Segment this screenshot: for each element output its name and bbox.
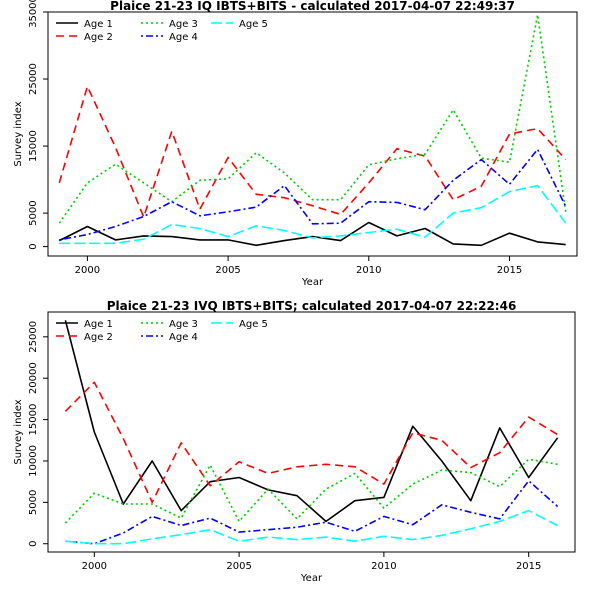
y-tick-label: 15000 — [28, 404, 39, 436]
x-tick-label: 2005 — [226, 561, 251, 572]
series-line-age-5 — [65, 509, 558, 545]
legend-label: Age 4 — [169, 332, 198, 343]
series-line-age-3 — [64, 458, 558, 524]
x-tick-label: 2010 — [371, 561, 396, 572]
chart-title: Plaice 21-23 IQ IBTS+BITS - calculated 2… — [110, 0, 515, 13]
x-tick-label: 2015 — [497, 265, 522, 276]
series-line-age-2 — [58, 85, 567, 218]
y-tick-label: 5000 — [28, 200, 39, 225]
series-line-age-5 — [59, 184, 567, 245]
y-tick-label: 15000 — [28, 130, 39, 162]
legend-label: Age 4 — [169, 32, 198, 43]
legend-label: Age 1 — [84, 19, 113, 30]
y-tick-label: 0 — [28, 541, 39, 547]
x-tick-label: 2015 — [516, 561, 541, 572]
series-line-age-1 — [58, 221, 566, 247]
y-tick-label: 25000 — [28, 321, 39, 353]
y-axis-label: Survey index — [13, 101, 24, 166]
y-tick-label: 0 — [28, 243, 39, 249]
series-line-age-2 — [64, 381, 559, 504]
x-axis-label: Year — [300, 573, 323, 584]
x-axis-label: Year — [301, 277, 324, 288]
legend-label: Age 5 — [239, 19, 268, 30]
series-line-age-1 — [64, 320, 559, 523]
x-tick-label: 2000 — [82, 561, 107, 572]
y-tick-label: 20000 — [28, 362, 39, 394]
y-axis-label: Survey index — [13, 399, 24, 464]
series-line-age-4 — [65, 479, 559, 545]
x-tick-label: 2000 — [75, 265, 100, 276]
legend-label: Age 2 — [84, 332, 113, 343]
series-line-age-3 — [58, 13, 567, 224]
chart-1: Plaice 21-23 IQ IBTS+BITS - calculated 2… — [13, 0, 578, 288]
x-tick-label: 2010 — [356, 265, 381, 276]
legend-label: Age 3 — [169, 319, 198, 330]
legend-label: Age 3 — [169, 19, 198, 30]
series-line-age-4 — [59, 148, 567, 241]
y-tick-label: 35000 — [28, 0, 39, 28]
x-tick-label: 2005 — [215, 265, 240, 276]
chart-2: Plaice 21-23 IVQ IBTS+BITS; calculated 2… — [13, 299, 576, 584]
legend-label: Age 1 — [84, 319, 113, 330]
legend-label: Age 5 — [239, 319, 268, 330]
y-tick-label: 25000 — [28, 63, 39, 95]
y-tick-label: 10000 — [28, 445, 39, 477]
y-tick-label: 5000 — [28, 490, 39, 515]
plot-frame — [47, 11, 578, 257]
plot-frame — [47, 311, 576, 553]
legend-label: Age 2 — [84, 32, 113, 43]
chart-title: Plaice 21-23 IVQ IBTS+BITS; calculated 2… — [107, 299, 517, 313]
